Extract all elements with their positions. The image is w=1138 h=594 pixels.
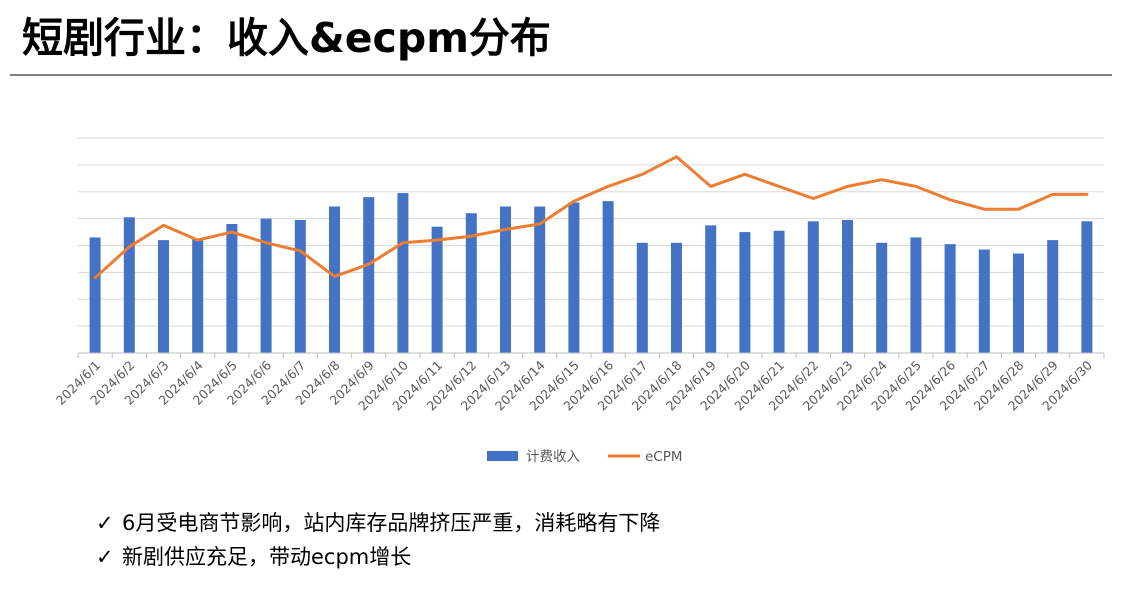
revenue-bar	[944, 244, 956, 353]
title-divider	[10, 74, 1112, 76]
revenue-bar	[465, 213, 477, 353]
x-axis-tick-labels: 2024/6/12024/6/22024/6/32024/6/42024/6/5…	[53, 357, 1095, 413]
revenue-bar	[1013, 253, 1024, 353]
revenue-bar	[329, 206, 340, 353]
revenue-bar	[363, 197, 375, 353]
bullet-item: ✓ 新剧供应充足，带动ecpm增长	[96, 540, 660, 574]
revenue-bar	[876, 242, 888, 353]
revenue-bar	[773, 230, 785, 353]
revenue-bar	[500, 206, 511, 353]
revenue-bar	[123, 217, 135, 353]
revenue-bar	[568, 202, 580, 353]
bullet-text: 新剧供应充足，带动ecpm增长	[122, 545, 412, 569]
revenue-bar	[807, 221, 819, 353]
ecpm-line-layer	[93, 155, 1089, 280]
bullet-text: 6月受电商节影响，站内库存品牌挤压严重，消耗略有下降	[122, 511, 661, 535]
revenue-bar	[842, 219, 853, 353]
revenue-bar	[1047, 240, 1059, 353]
chart-legend: 计费收入 eCPM	[487, 449, 683, 465]
revenue-bar	[978, 249, 990, 353]
check-icon: ✓	[96, 511, 114, 535]
revenue-bar	[431, 226, 443, 353]
revenue-bar	[192, 238, 204, 353]
revenue-bar	[294, 219, 306, 353]
x-axis	[77, 352, 1105, 358]
revenue-bar	[89, 237, 101, 353]
revenue-bar	[602, 201, 614, 353]
legend-bar-swatch	[487, 451, 518, 461]
revenue-bar	[226, 224, 238, 353]
legend-label-revenue: 计费收入	[526, 449, 580, 465]
revenue-bar	[705, 225, 717, 353]
summary-bullets: ✓ 6月受电商节影响，站内库存品牌挤压严重，消耗略有下降 ✓ 新剧供应充足，带动ec…	[96, 506, 660, 574]
ecpm-line	[93, 155, 1089, 280]
revenue-bar	[397, 193, 409, 353]
revenue-ecpm-chart: 2024/6/12024/6/22024/6/32024/6/42024/6/5…	[53, 137, 1105, 465]
revenue-bar	[158, 240, 169, 353]
revenue-bars	[89, 193, 1093, 353]
chart-gridlines	[78, 137, 1104, 327]
revenue-bar	[260, 218, 272, 353]
revenue-bar	[671, 242, 682, 353]
page-title: 短剧行业：收入&ecpm分布	[22, 14, 551, 62]
revenue-bar	[534, 206, 546, 353]
revenue-bar	[910, 237, 922, 353]
check-icon: ✓	[96, 545, 114, 569]
revenue-bar	[636, 242, 648, 353]
bullet-item: ✓ 6月受电商节影响，站内库存品牌挤压严重，消耗略有下降	[96, 506, 660, 540]
revenue-bar	[1081, 221, 1093, 353]
legend-label-ecpm: eCPM	[645, 449, 683, 465]
revenue-bar	[739, 232, 751, 353]
